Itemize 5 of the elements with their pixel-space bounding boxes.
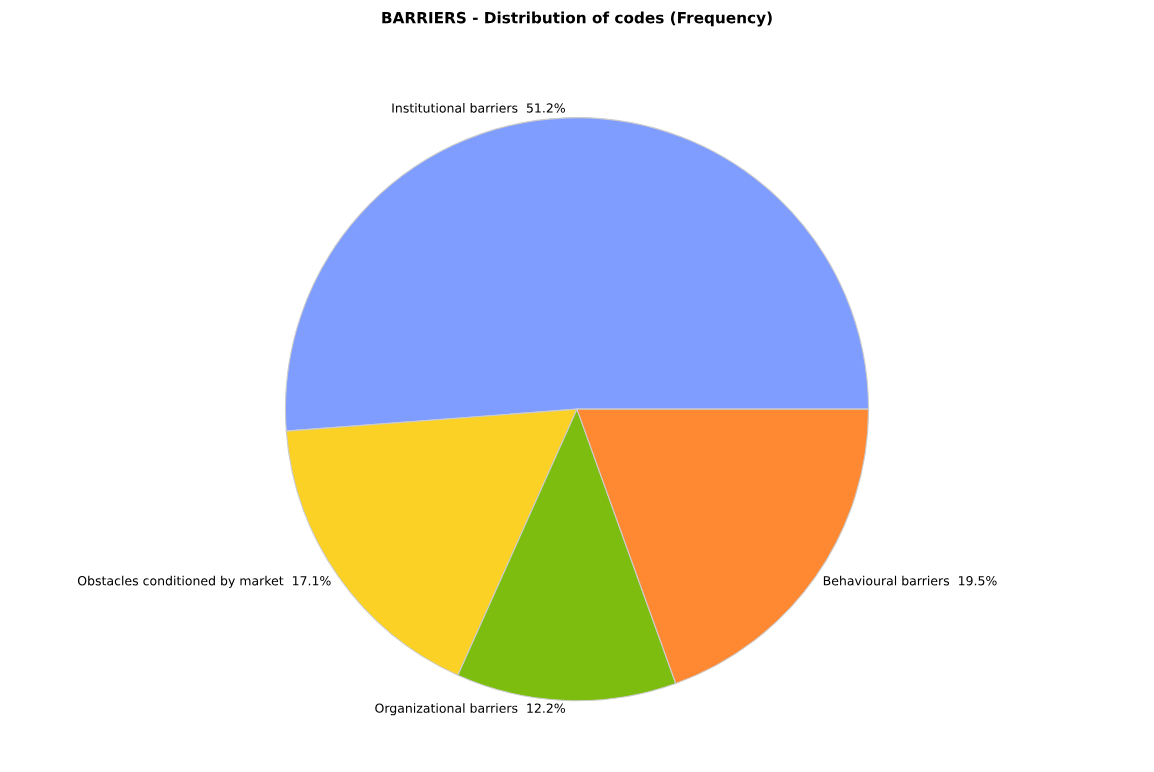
slice-label: Organizational barriers 12.2% [375,703,565,716]
chart-title: BARRIERS - Distribution of codes (Frequency) [382,11,772,27]
slice-label: Behavioural barriers 19.5% [823,575,997,586]
slice-label: Institutional barriers 51.2% [392,103,565,113]
slice-label: Obstacles conditioned by market 17.1% [77,575,331,588]
